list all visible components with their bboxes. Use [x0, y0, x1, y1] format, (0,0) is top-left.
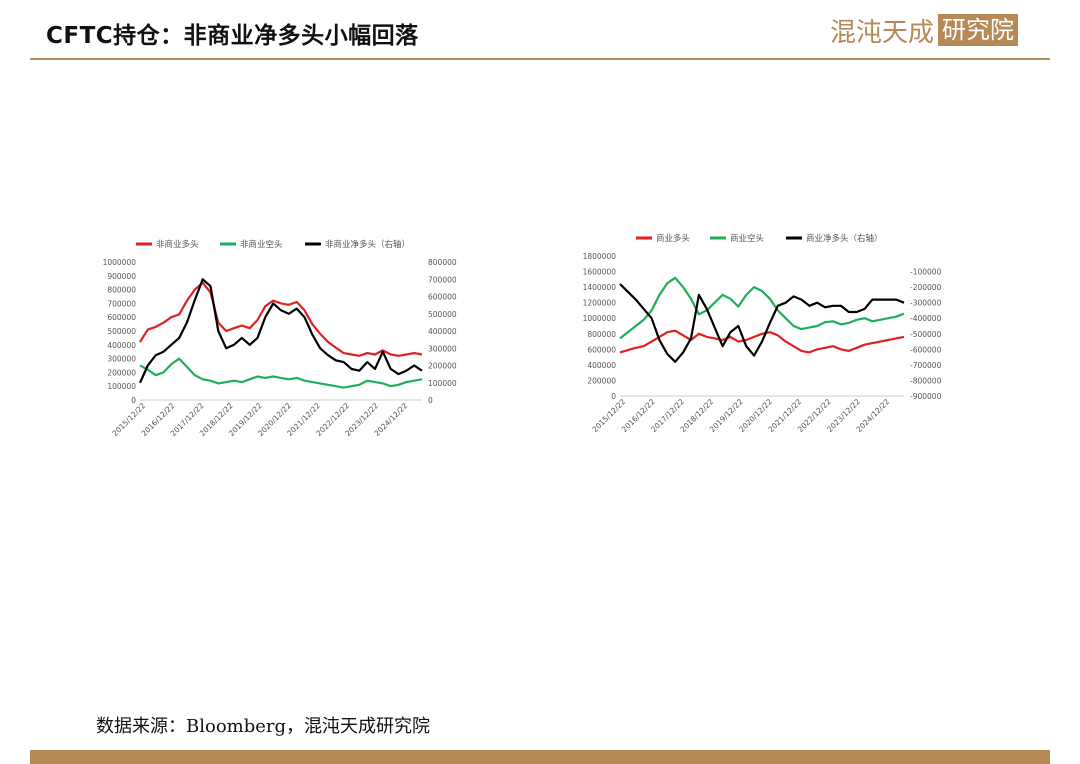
right-tick-label: 800000 [428, 258, 457, 267]
series-line-1 [619, 276, 905, 340]
left-tick-label: 300000 [107, 355, 136, 364]
right-tick-label: 600000 [428, 293, 457, 302]
legend-label: 商业净多头（右轴） [806, 233, 883, 244]
page-title: CFTC持仓：非商业净多头小幅回落 [46, 23, 419, 49]
left-tick-label: 400000 [107, 341, 136, 350]
series-line-0 [139, 281, 423, 357]
left-tick-label: 0 [611, 392, 616, 401]
left-tick-label: 700000 [107, 299, 136, 308]
right-tick-label: 200000 [428, 362, 457, 371]
chart-commercial: 商业多头 商业空头 商业净多头（右轴） 0 200000 400000 600000 8000… [583, 233, 942, 434]
footer-bar [30, 750, 1050, 764]
left-tick-label: 1000000 [103, 258, 137, 267]
left-tick-label: 200000 [107, 368, 136, 377]
right-tick-label: -700000 [910, 361, 942, 370]
header-divider [30, 58, 1050, 60]
left-tick-label: 100000 [107, 382, 136, 391]
right-tick-label: 0 [428, 396, 433, 405]
legend-label: 非商业多头 [156, 239, 199, 250]
legend-label: 商业空头 [730, 233, 765, 244]
series-line-2 [138, 278, 423, 384]
right-tick-label: 700000 [428, 275, 457, 284]
right-tick-label: -300000 [910, 299, 942, 308]
legend-label: 非商业净多头（右轴） [325, 239, 410, 250]
right-tick-label: -600000 [910, 345, 942, 354]
left-tick-label: 900000 [107, 272, 136, 281]
series-line-0 [619, 329, 905, 354]
right-tick-label: -200000 [910, 283, 942, 292]
chart-noncommercial: 非商业多头 非商业空头 非商业净多头（右轴） 0 100000 200000 300000 4… [103, 239, 457, 438]
left-tick-label: 200000 [587, 376, 616, 385]
legend-label: 非商业空头 [240, 239, 283, 250]
left-tick-label: 1600000 [583, 268, 617, 277]
right-tick-label: 500000 [428, 310, 457, 319]
left-tick-label: 1000000 [583, 314, 617, 323]
right-tick-label: -400000 [910, 314, 942, 323]
logo-box-text: 研究院 [938, 14, 1019, 46]
left-tick-label: 400000 [587, 361, 616, 370]
right-tick-label: -900000 [910, 392, 942, 401]
left-tick-label: 800000 [107, 286, 136, 295]
right-tick-label: 100000 [428, 379, 457, 388]
right-tick-label: 400000 [428, 327, 457, 336]
right-tick-label: -800000 [910, 376, 942, 385]
left-tick-label: 1400000 [583, 283, 617, 292]
left-tick-label: 600000 [107, 313, 136, 322]
right-tick-label: 300000 [428, 344, 457, 353]
source-note: 数据来源：Bloomberg，混沌天成研究院 [96, 716, 431, 737]
series-line-1 [139, 357, 423, 389]
left-tick-label: 500000 [107, 327, 136, 336]
left-tick-label: 600000 [587, 345, 616, 354]
series-line-2 [619, 283, 905, 363]
right-tick-label: -500000 [910, 330, 942, 339]
right-tick-label: -100000 [910, 268, 942, 277]
left-tick-label: 1200000 [583, 299, 617, 308]
left-tick-label: 800000 [587, 330, 616, 339]
legend-label: 商业多头 [656, 233, 691, 244]
brand-logo: 混沌天成 研究院 [830, 12, 1019, 48]
left-tick-label: 1800000 [583, 252, 617, 261]
logo-text: 混沌天成 [830, 17, 935, 48]
left-tick-label: 0 [131, 396, 136, 405]
